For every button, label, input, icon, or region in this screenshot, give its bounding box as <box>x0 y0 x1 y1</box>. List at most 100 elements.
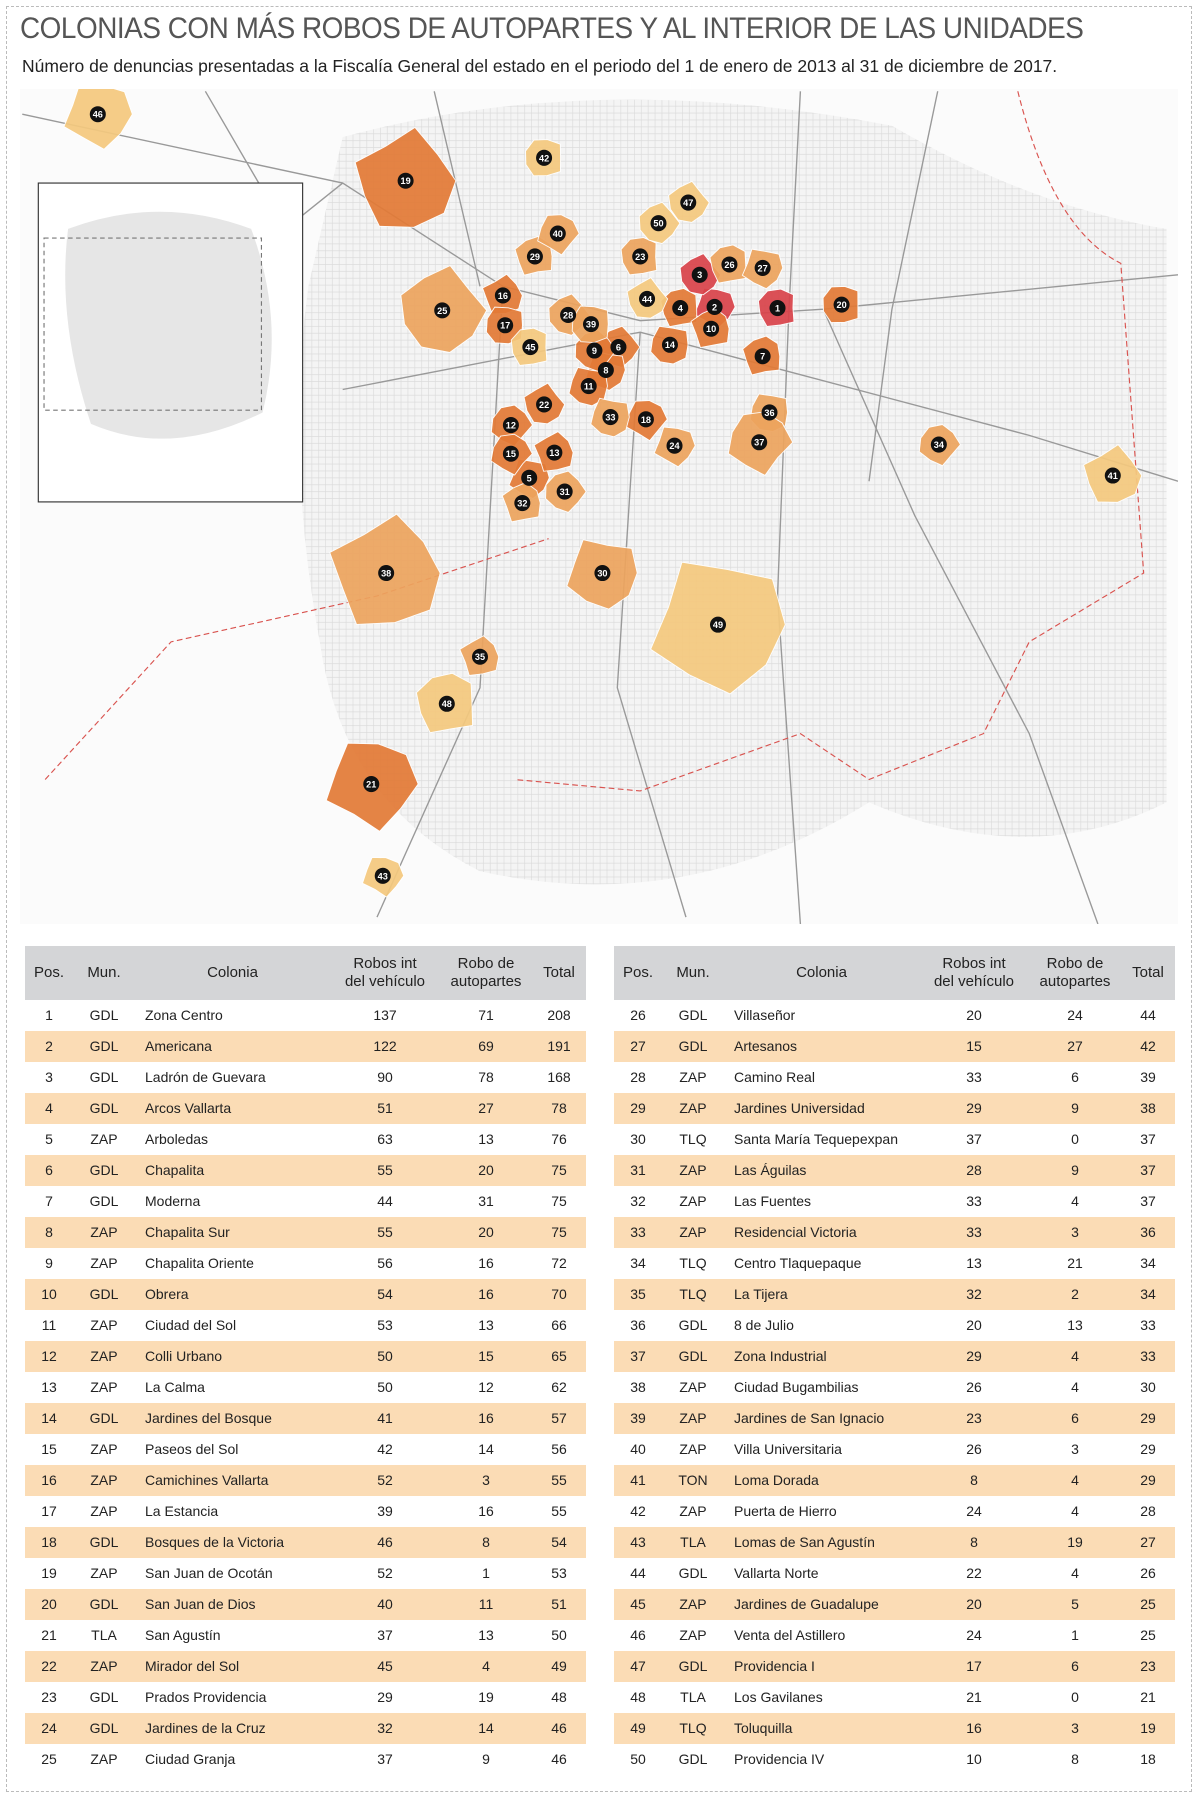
marker-label: 10 <box>706 324 716 334</box>
table-row: 9 ZAP Chapalita Oriente 56 16 72 <box>25 1248 586 1279</box>
marker <box>549 225 566 242</box>
marker <box>526 248 543 265</box>
table-cell: GDL <box>89 1689 119 1706</box>
marker-label: 8 <box>603 365 608 375</box>
table-cell: 19 <box>478 1689 494 1706</box>
table-cell: Providencia IV <box>734 1751 825 1768</box>
marker-label: 32 <box>517 498 527 508</box>
table-cell: Arboledas <box>145 1131 209 1148</box>
marker <box>594 564 611 582</box>
table-row: 38 ZAP Ciudad Bugambilias 26 4 30 <box>614 1372 1175 1403</box>
marker-label: 11 <box>584 381 594 391</box>
table-cell: ZAP <box>679 1503 707 1520</box>
table-cell: TLQ <box>679 1255 707 1272</box>
table-cell: 46 <box>630 1627 646 1644</box>
table-cell: ZAP <box>90 1255 118 1272</box>
marker-label: 28 <box>563 310 573 320</box>
table-row: 20 GDL San Juan de Dios 40 11 51 <box>25 1589 586 1620</box>
marker <box>691 266 708 283</box>
table-row: 34 TLQ Centro Tlaquepaque 13 21 34 <box>614 1248 1175 1279</box>
table-cell: 20 <box>966 1596 982 1613</box>
marker-label: 33 <box>605 412 615 422</box>
table-row: 13 ZAP La Calma 50 12 62 <box>25 1372 586 1403</box>
table-cell: 191 <box>547 1038 571 1055</box>
table-cell: Villaseñor <box>734 1007 796 1024</box>
table-cell: 33 <box>630 1224 646 1241</box>
marker-label: 26 <box>724 260 734 270</box>
table-cell: Obrera <box>145 1286 189 1303</box>
table-cell: 8 <box>970 1534 978 1551</box>
table-cell: 6 <box>1071 1069 1079 1086</box>
table-cell: 37 <box>966 1131 982 1148</box>
table-cell: 40 <box>630 1441 646 1458</box>
table-cell: 5 <box>45 1131 53 1148</box>
marker <box>546 444 563 461</box>
table-row: 15 ZAP Paseos del Sol 42 14 56 <box>25 1434 586 1465</box>
table-cell: GDL <box>89 1286 119 1303</box>
table-cell: 29 <box>630 1100 646 1117</box>
table-cell: GDL <box>678 1565 708 1582</box>
table-cell: 3 <box>1071 1224 1079 1241</box>
table-cell: 8 <box>45 1224 53 1241</box>
title: COLONIAS CON MÁS ROBOS DE AUTOPARTES Y A… <box>20 12 1084 45</box>
table-cell: GDL <box>678 1317 708 1334</box>
column-header: Robo de autopartes <box>450 955 522 990</box>
marker-label: 14 <box>665 340 676 350</box>
table-cell: 0 <box>1071 1131 1079 1148</box>
table-cell: 33 <box>1140 1348 1156 1365</box>
table-cell: GDL <box>678 1658 708 1675</box>
table-cell: 38 <box>1140 1100 1156 1117</box>
table-cell: 3 <box>1071 1441 1079 1458</box>
marker-label: 27 <box>758 263 768 273</box>
table-cell: 29 <box>1140 1472 1156 1489</box>
table-row: 19 ZAP San Juan de Ocotán 52 1 53 <box>25 1558 586 1589</box>
table-cell: La Calma <box>145 1379 205 1396</box>
table-cell: 55 <box>551 1472 567 1489</box>
table-cell: 21 <box>41 1627 57 1644</box>
table-cell: Jardines de San Ignacio <box>734 1410 885 1427</box>
marker <box>833 296 850 313</box>
marker <box>586 342 603 359</box>
table-cell: 13 <box>478 1131 494 1148</box>
table-row: 32 ZAP Las Fuentes 33 4 37 <box>614 1186 1175 1217</box>
table-cell: GDL <box>89 1069 119 1086</box>
table-cell: TLA <box>680 1534 706 1551</box>
table-row: 11 ZAP Ciudad del Sol 53 13 66 <box>25 1310 586 1341</box>
table-cell: Ladrón de Guevara <box>145 1069 266 1086</box>
marker <box>597 361 614 379</box>
subtitle: Número de denuncias presentadas a la Fis… <box>22 56 1058 76</box>
table-cell: 21 <box>966 1689 982 1706</box>
table-cell: ZAP <box>90 1224 118 1241</box>
table-cell: 23 <box>966 1410 982 1427</box>
table-cell: GDL <box>89 1038 119 1055</box>
table-cell: 13 <box>1067 1317 1083 1334</box>
table-cell: 38 <box>630 1379 646 1396</box>
table-cell: ZAP <box>679 1069 707 1086</box>
marker-label: 39 <box>586 320 596 330</box>
table-cell: 20 <box>966 1007 982 1024</box>
table-cell: 34 <box>630 1255 646 1272</box>
table-cell: 26 <box>630 1007 646 1024</box>
table-cell: 4 <box>1071 1348 1079 1365</box>
table-row: 43 TLA Lomas de San Agustín 8 19 27 <box>614 1527 1175 1558</box>
table-cell: 9 <box>1071 1162 1079 1179</box>
marker <box>666 437 683 454</box>
table-cell: 24 <box>41 1720 57 1737</box>
table-cell: 29 <box>1140 1410 1156 1427</box>
table-row: 42 ZAP Puerta de Hierro 24 4 28 <box>614 1496 1175 1527</box>
table-row: 22 ZAP Mirador del Sol 45 4 49 <box>25 1651 586 1682</box>
table-cell: La Tijera <box>734 1286 788 1303</box>
table-cell: Camino Real <box>734 1069 815 1086</box>
table-cell: 51 <box>551 1596 567 1613</box>
marker-label: 13 <box>549 448 559 458</box>
table-cell: 2 <box>45 1038 53 1055</box>
table-row: 2 GDL Americana 122 69 191 <box>25 1031 586 1062</box>
table-cell: Puerta de Hierro <box>734 1503 837 1520</box>
marker <box>582 316 599 333</box>
table-cell: 56 <box>377 1255 393 1272</box>
marker-label: 1 <box>775 304 780 314</box>
table-row: 33 ZAP Residencial Victoria 33 3 36 <box>614 1217 1175 1248</box>
table-cell: 24 <box>966 1503 982 1520</box>
table-cell: 8 <box>482 1534 490 1551</box>
table-cell: 37 <box>1140 1131 1156 1148</box>
